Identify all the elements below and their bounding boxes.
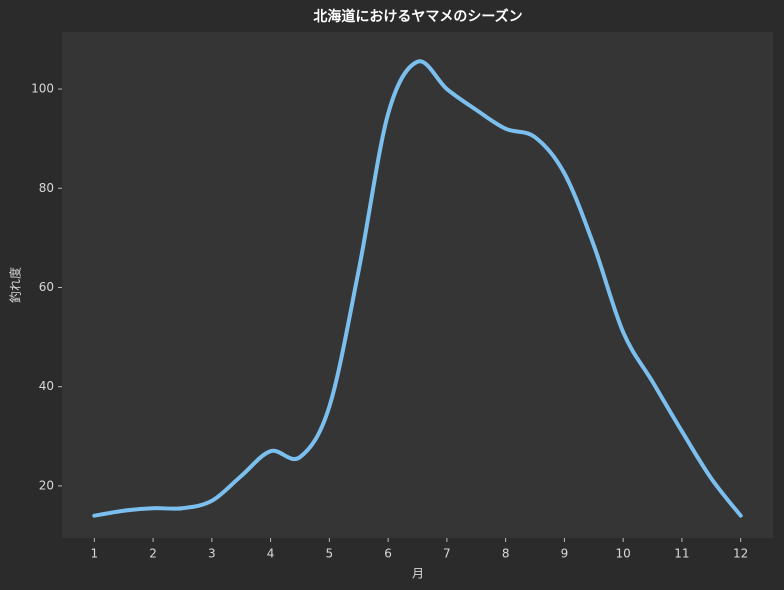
x-tick-label: 3	[208, 547, 216, 561]
chart-title: 北海道におけるヤマメのシーズン	[313, 8, 522, 25]
y-tick-label: 80	[39, 181, 54, 195]
x-tick-label: 7	[443, 547, 451, 561]
x-tick-label: 10	[616, 547, 631, 561]
plot-area	[62, 32, 773, 538]
x-tick-label: 2	[149, 547, 157, 561]
y-axis-label: 釣れ度	[8, 267, 23, 303]
line-series	[92, 59, 743, 518]
y-tick-label: 60	[39, 280, 54, 294]
x-tick-label: 4	[267, 547, 275, 561]
y-tick-label: 100	[31, 82, 54, 96]
y-tick-label: 40	[39, 379, 54, 393]
x-tick-label: 8	[502, 547, 510, 561]
x-tick-label: 9	[561, 547, 569, 561]
x-tick-label: 6	[384, 547, 392, 561]
x-tick-label: 12	[733, 547, 748, 561]
x-tick-label: 1	[90, 547, 98, 561]
x-axis-label: 月	[412, 567, 424, 581]
x-tick-label: 11	[674, 547, 689, 561]
x-tick-label: 5	[326, 547, 334, 561]
y-tick-label: 20	[39, 478, 54, 492]
